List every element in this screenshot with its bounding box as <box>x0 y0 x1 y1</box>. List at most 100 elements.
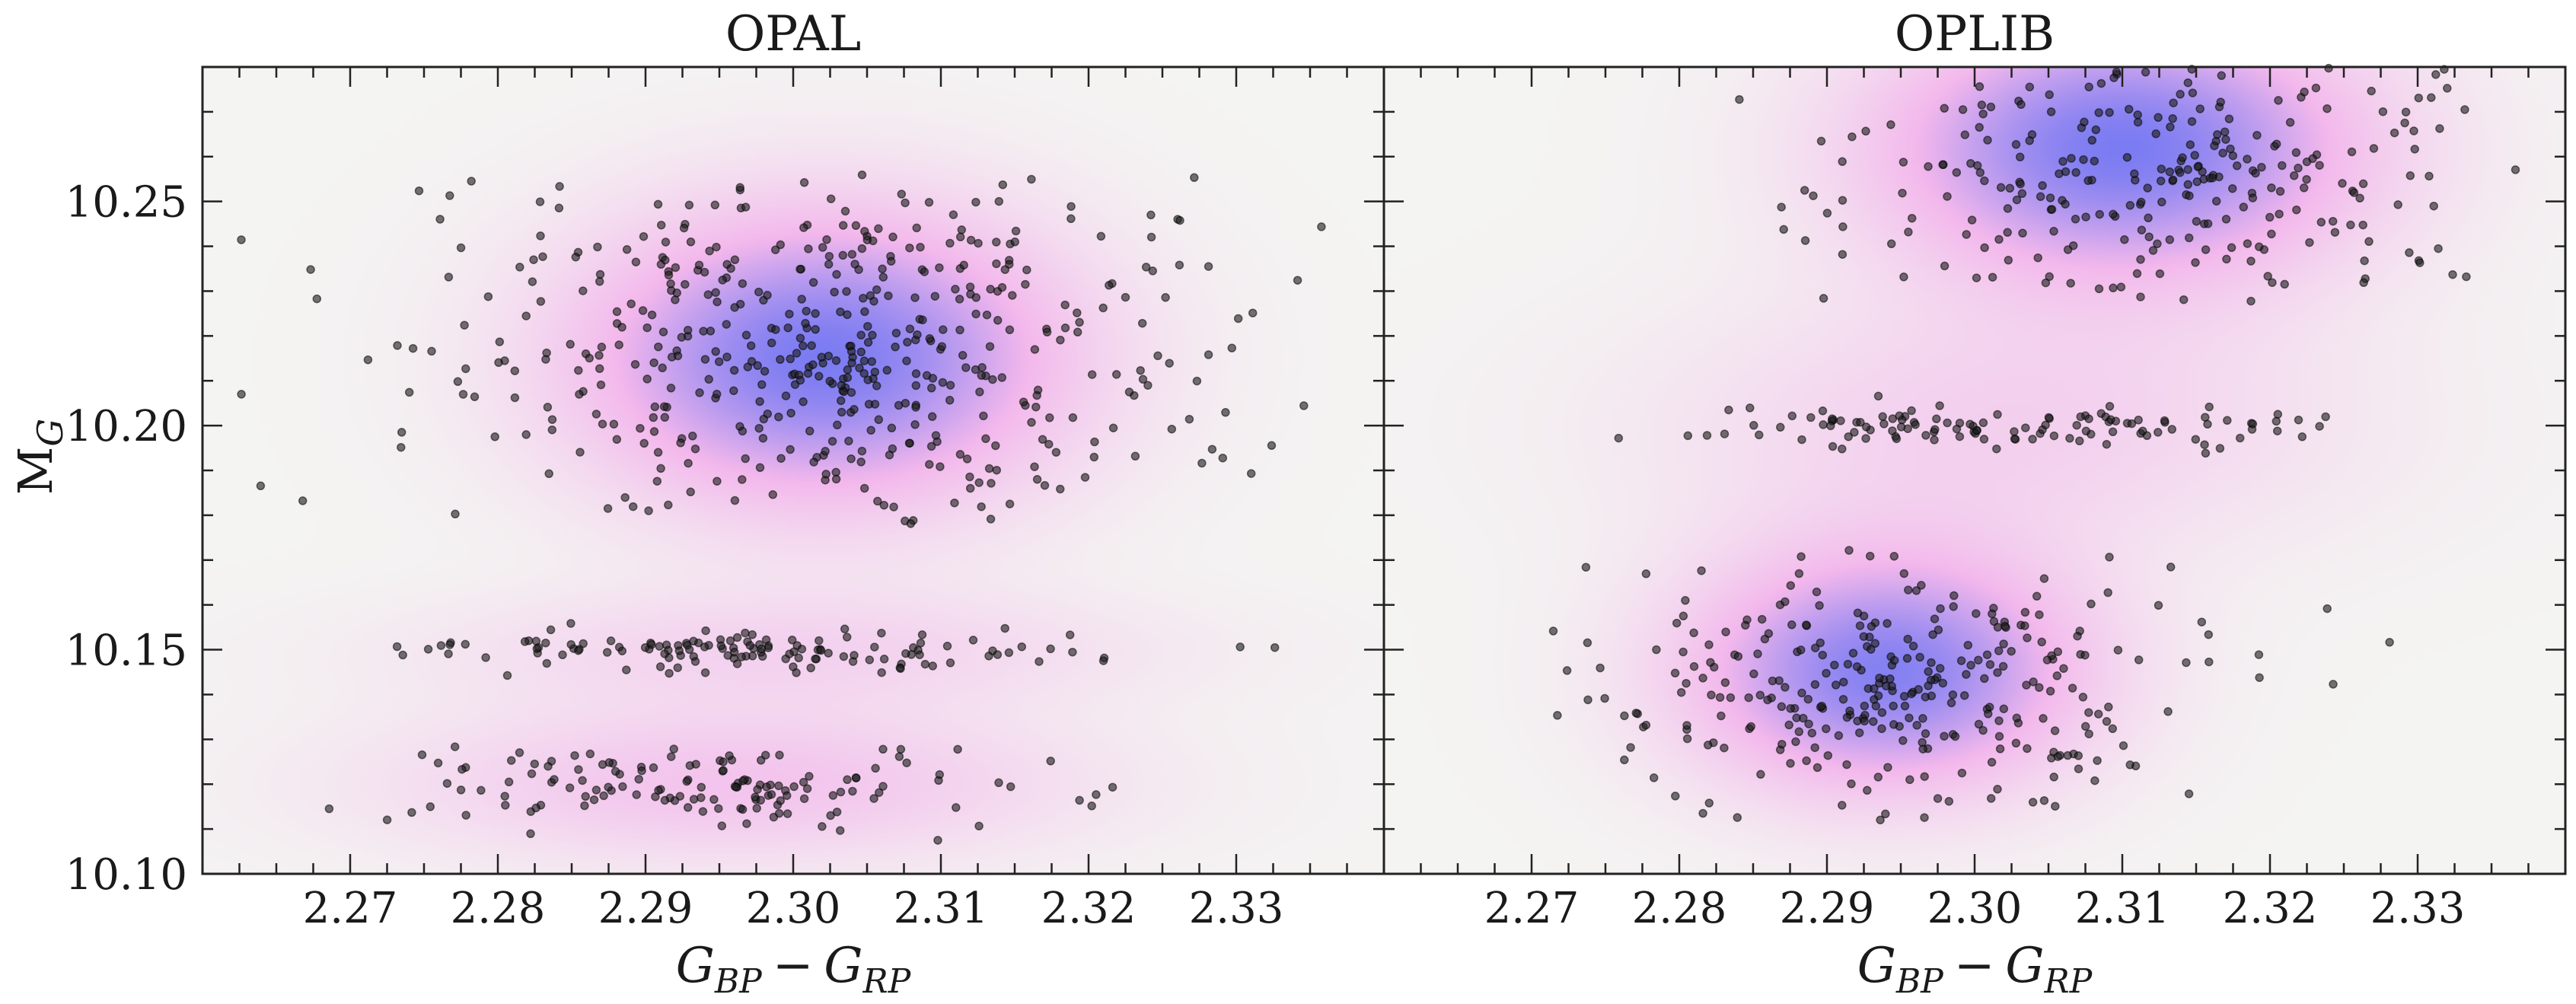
data-point <box>2136 292 2145 301</box>
data-point <box>2059 664 2068 673</box>
data-point <box>1809 191 1818 200</box>
data-point <box>840 624 850 634</box>
data-point <box>2385 638 2394 647</box>
data-point <box>2116 282 2126 292</box>
data-point <box>237 235 246 244</box>
scatter-points-oplib <box>1548 63 2520 824</box>
x-axis-label-opal: GBP − GRP <box>676 938 912 1001</box>
data-point <box>867 357 877 366</box>
data-point <box>1777 702 1787 712</box>
data-point <box>2239 202 2249 212</box>
data-point <box>1749 421 1758 430</box>
data-point <box>1068 413 1078 422</box>
data-point <box>593 242 602 252</box>
data-point <box>1889 720 1899 729</box>
data-point <box>510 393 520 403</box>
data-point <box>2038 181 2047 190</box>
data-point <box>544 469 553 479</box>
data-point <box>711 347 720 356</box>
data-point <box>660 795 670 805</box>
data-point <box>2217 71 2227 81</box>
data-point <box>2460 105 2469 114</box>
data-point <box>1011 226 1021 236</box>
data-point <box>1877 724 1886 734</box>
data-point <box>529 255 538 264</box>
data-point <box>442 779 452 788</box>
data-point <box>2045 90 2054 100</box>
data-point <box>2012 195 2022 205</box>
data-point <box>1886 239 1896 249</box>
data-point <box>859 356 869 365</box>
data-point <box>875 788 884 797</box>
data-point <box>1993 785 2002 794</box>
data-point <box>2221 135 2230 144</box>
data-point <box>2243 155 2252 164</box>
data-point <box>878 782 888 791</box>
data-point <box>2315 161 2324 170</box>
data-point <box>2015 152 2025 162</box>
data-point <box>1930 614 1940 623</box>
x-tick-label: 2.29 <box>598 884 693 933</box>
data-point <box>887 423 897 433</box>
data-point <box>760 366 770 376</box>
data-point <box>1980 243 1989 253</box>
data-point <box>612 435 622 445</box>
data-point <box>1999 639 2008 649</box>
data-point <box>815 636 824 645</box>
data-point <box>1888 426 1897 435</box>
data-point <box>799 178 809 187</box>
data-point <box>863 321 872 331</box>
data-point <box>1983 135 1992 145</box>
data-point <box>2136 255 2145 264</box>
data-point <box>857 446 867 456</box>
x-tick-label: 2.32 <box>2223 884 2318 933</box>
data-point <box>2156 176 2166 186</box>
data-point <box>1994 234 2004 244</box>
data-point <box>737 652 746 661</box>
data-point <box>935 263 944 273</box>
data-point <box>2032 591 2042 601</box>
data-point <box>862 235 872 244</box>
data-point <box>628 502 638 512</box>
data-point <box>1717 711 1726 721</box>
data-point <box>755 397 764 406</box>
data-point <box>1911 420 1920 429</box>
data-point <box>698 807 708 816</box>
data-point <box>598 419 607 429</box>
data-point <box>571 252 581 262</box>
x-tick-label: 2.33 <box>2370 884 2466 933</box>
data-point <box>2067 154 2076 163</box>
data-point <box>738 776 748 786</box>
data-point <box>1090 437 1099 447</box>
data-point <box>683 640 692 650</box>
data-point <box>2222 254 2231 264</box>
data-point <box>1993 623 2003 632</box>
data-point <box>677 333 687 342</box>
data-point <box>741 454 750 464</box>
data-point <box>859 483 869 493</box>
data-point <box>1831 680 1841 690</box>
data-point <box>732 782 741 792</box>
data-point <box>945 381 955 390</box>
data-point <box>1652 645 1661 655</box>
data-point <box>2021 423 2030 432</box>
data-point <box>653 199 663 209</box>
data-point <box>1027 418 1036 427</box>
data-point <box>1768 676 1777 686</box>
data-point <box>865 655 875 665</box>
data-point <box>617 646 627 655</box>
data-point <box>2167 425 2177 434</box>
data-point <box>1975 123 1984 132</box>
data-point <box>1698 808 1707 818</box>
data-point <box>558 650 567 660</box>
data-point <box>2415 258 2425 267</box>
data-point <box>2254 650 2264 659</box>
data-point <box>879 655 889 664</box>
data-point <box>2109 209 2118 219</box>
data-point <box>1962 230 1971 239</box>
data-point <box>1046 757 1055 766</box>
data-point <box>2084 729 2093 738</box>
data-point <box>1985 660 1995 669</box>
data-point <box>1974 655 1983 665</box>
data-point <box>1956 656 1966 665</box>
